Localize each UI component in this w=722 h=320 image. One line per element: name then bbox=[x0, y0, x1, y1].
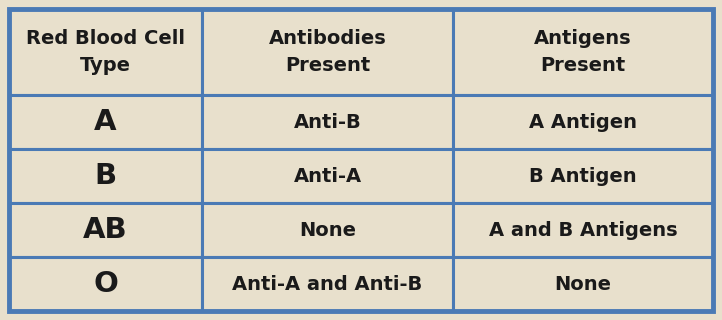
Text: Anti-B: Anti-B bbox=[294, 113, 362, 132]
Text: B: B bbox=[95, 162, 117, 190]
Bar bbox=[202, 9, 453, 95]
Text: A and B Antigens: A and B Antigens bbox=[489, 220, 677, 240]
Bar bbox=[9, 149, 202, 203]
Text: Anti-A and Anti-B: Anti-A and Anti-B bbox=[232, 275, 422, 293]
Text: None: None bbox=[299, 220, 356, 240]
Bar bbox=[202, 257, 453, 311]
Bar bbox=[453, 257, 713, 311]
Bar bbox=[9, 203, 202, 257]
Bar bbox=[453, 95, 713, 149]
Bar bbox=[202, 149, 453, 203]
Bar bbox=[202, 203, 453, 257]
Bar bbox=[9, 257, 202, 311]
Bar bbox=[453, 203, 713, 257]
Text: AB: AB bbox=[83, 216, 128, 244]
Text: A: A bbox=[95, 108, 117, 136]
Text: Red Blood Cell
Type: Red Blood Cell Type bbox=[26, 29, 185, 75]
Text: Antibodies
Present: Antibodies Present bbox=[269, 29, 386, 75]
Text: O: O bbox=[93, 270, 118, 298]
Text: Antigens
Present: Antigens Present bbox=[534, 29, 632, 75]
Text: None: None bbox=[554, 275, 612, 293]
Text: Anti-A: Anti-A bbox=[293, 166, 362, 186]
Bar bbox=[453, 9, 713, 95]
Bar bbox=[453, 149, 713, 203]
Bar bbox=[9, 9, 202, 95]
Text: B Antigen: B Antigen bbox=[529, 166, 637, 186]
Text: A Antigen: A Antigen bbox=[529, 113, 637, 132]
Bar bbox=[202, 95, 453, 149]
Bar bbox=[9, 95, 202, 149]
